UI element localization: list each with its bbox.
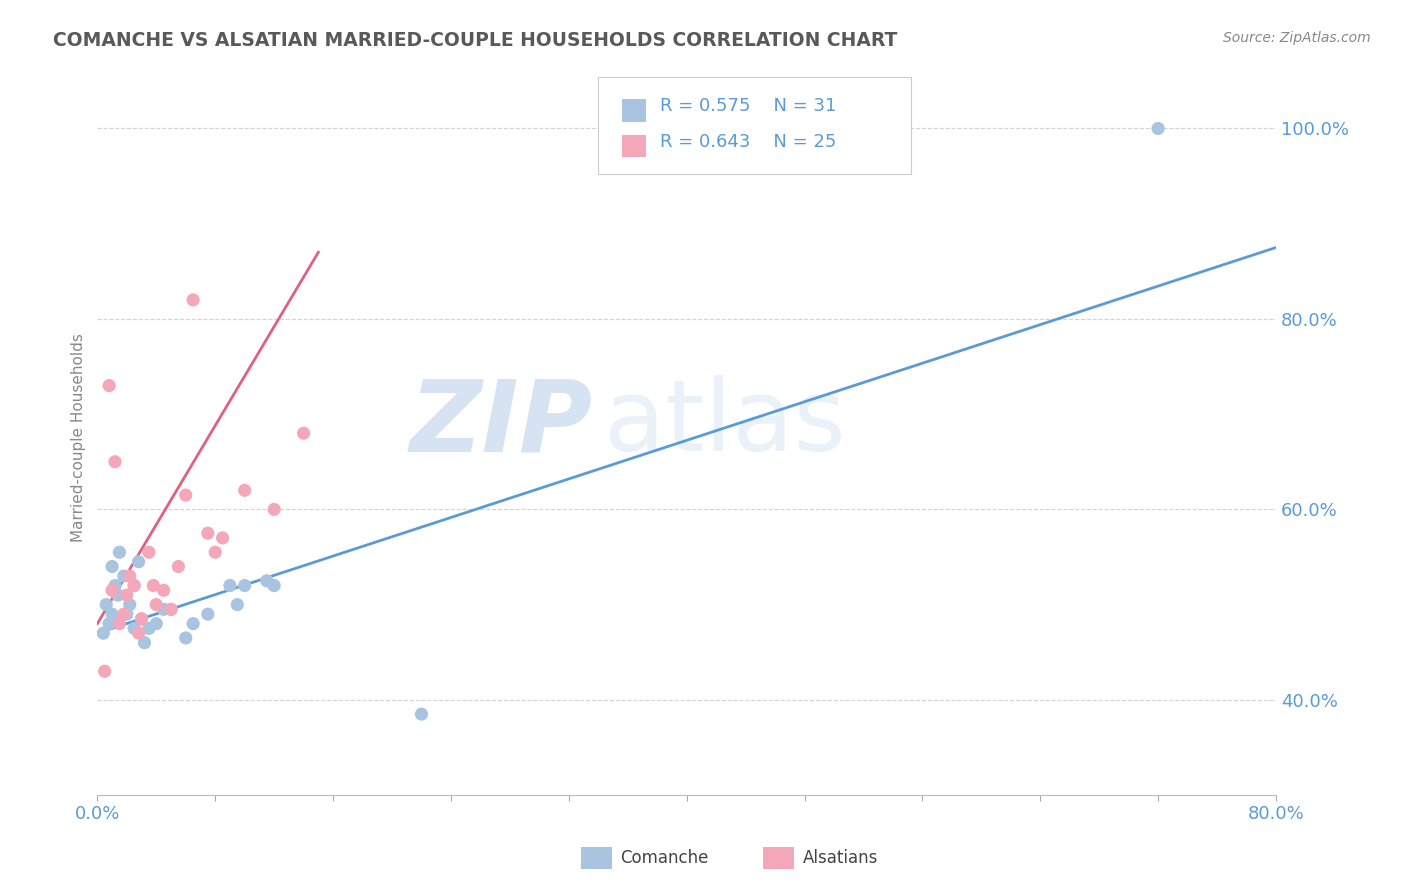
Text: atlas: atlas [605,376,846,472]
FancyBboxPatch shape [599,78,911,174]
Point [197,607,219,621]
Point [104,455,127,469]
Point [174,488,197,502]
Text: COMANCHE VS ALSATIAN MARRIED-COUPLE HOUSEHOLDS CORRELATION CHART: COMANCHE VS ALSATIAN MARRIED-COUPLE HOUS… [53,31,898,50]
FancyBboxPatch shape [621,99,645,121]
Point [292,426,315,441]
Point [108,545,131,559]
Point [122,578,145,592]
Text: ZIP: ZIP [409,376,592,472]
Point [107,588,129,602]
Point [152,602,174,616]
Point [263,578,285,592]
Point [142,578,165,592]
Point [263,502,285,516]
Point [104,578,127,592]
Y-axis label: Married-couple Households: Married-couple Households [72,334,86,542]
Point [108,612,131,626]
Point [1147,121,1170,136]
Point [226,598,249,612]
Point [108,616,131,631]
Point [93,665,115,679]
Point [145,616,167,631]
Point [112,569,135,583]
Point [118,569,141,583]
Point [204,545,226,559]
Point [101,559,124,574]
Point [211,531,233,545]
Point [197,526,219,541]
Point [131,612,153,626]
Point [96,598,118,612]
Point [118,598,141,612]
Point [138,545,160,559]
Point [160,602,183,616]
Point [219,578,242,592]
Point [256,574,278,588]
Point [233,483,256,498]
Point [174,631,197,645]
Point [181,616,204,631]
Point [145,598,167,612]
Point [152,583,174,598]
FancyBboxPatch shape [621,136,645,157]
Point [112,607,135,621]
Text: Alsatians: Alsatians [803,849,879,867]
Text: R = 0.643    N = 25: R = 0.643 N = 25 [659,133,837,151]
Point [122,578,145,592]
Point [98,378,121,392]
Point [101,583,124,598]
Text: Comanche: Comanche [620,849,709,867]
Point [115,588,138,602]
Point [167,559,190,574]
Point [134,636,156,650]
Point [160,602,183,616]
Text: Source: ZipAtlas.com: Source: ZipAtlas.com [1223,31,1371,45]
Point [233,578,256,592]
Point [131,612,153,626]
Point [181,293,204,307]
Point [411,707,433,722]
Point [122,622,145,636]
Point [128,555,150,569]
Point [115,607,138,621]
Point [138,622,160,636]
Point [91,626,114,640]
Text: R = 0.575    N = 31: R = 0.575 N = 31 [659,97,837,115]
Point [128,626,150,640]
Point [101,607,124,621]
Point [98,616,121,631]
